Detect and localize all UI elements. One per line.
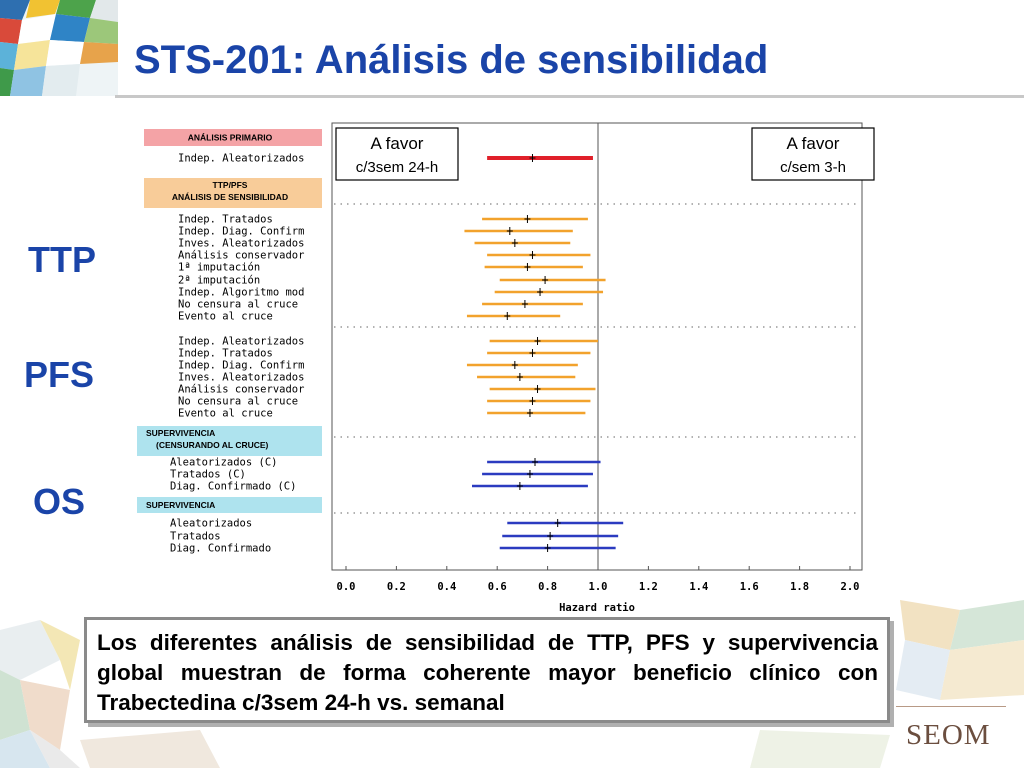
favor-left-line1: A favor xyxy=(371,134,424,153)
section-header-bg-1 xyxy=(144,129,322,146)
favor-left-box xyxy=(335,127,459,181)
conclusion-box: Los diferentes análisis de sensibilidad … xyxy=(84,617,890,723)
row-label: Diag. Confirmado xyxy=(170,543,271,555)
row-label: Análisis conservador xyxy=(178,384,304,396)
x-tick-label: 0.0 xyxy=(337,581,356,593)
row-label: Indep. Diag. Confirm xyxy=(178,226,304,238)
row-label: Indep. Tratados xyxy=(178,348,273,360)
forest-plot: A favor c/3sem 24-h A favor c/sem 3-h ANÁLIS… xyxy=(137,122,875,614)
row-label: Inves. Aleatorizados xyxy=(178,372,304,384)
row-label: Diag. Confirmado (C) xyxy=(170,481,296,493)
side-label-os: OS xyxy=(33,481,86,522)
section-header-bg-2 xyxy=(144,178,322,208)
row-label: Tratados (C) xyxy=(170,469,246,481)
section-header-bg-4 xyxy=(137,497,322,513)
x-axis-label: Hazard ratio xyxy=(559,602,635,614)
row-label: Tratados xyxy=(170,531,221,543)
x-tick-label: 0.4 xyxy=(437,581,456,593)
section-header-text-1-1: ANÁLISIS PRIMARIO xyxy=(188,133,273,143)
x-tick-label: 0.6 xyxy=(488,581,507,593)
x-tick-label: 0.2 xyxy=(387,581,406,593)
favor-right-box xyxy=(751,127,875,181)
x-tick-label: 1.6 xyxy=(740,581,759,593)
x-tick-label: 1.8 xyxy=(790,581,809,593)
row-label: Indep. Aleatorizados xyxy=(178,336,304,348)
side-label-ttp: TTP xyxy=(28,239,96,280)
row-label: 2ª imputación xyxy=(178,275,260,287)
x-tick-label: 1.4 xyxy=(689,581,708,593)
section-header-text-4-1: SUPERVIVENCIA xyxy=(146,500,215,510)
mosaic-decoration-top-left xyxy=(0,0,118,96)
row-label: Indep. Aleatorizados xyxy=(178,153,304,165)
section-header-text-2-1: TTP/PFS xyxy=(213,180,248,190)
section-header-text-3-2: (CENSURANDO AL CRUCE) xyxy=(156,440,269,450)
row-label: Aleatorizados xyxy=(170,518,252,530)
x-tick-label: 1.0 xyxy=(589,581,608,593)
slide-title: STS-201: Análisis de sensibilidad xyxy=(134,38,769,82)
conclusion-text: Los diferentes análisis de sensibilidad … xyxy=(97,630,878,715)
row-label: Indep. Algoritmo mod xyxy=(178,287,304,299)
favor-right-line1: A favor xyxy=(787,134,840,153)
row-label: Indep. Diag. Confirm xyxy=(178,360,304,372)
row-label: 1ª imputación xyxy=(178,262,260,274)
section-header-text-3-1: SUPERVIVENCIA xyxy=(146,428,215,438)
section-header-text-2-2: ANÁLISIS DE SENSIBILIDAD xyxy=(172,192,288,202)
x-tick-label: 1.2 xyxy=(639,581,658,593)
row-label: No censura al cruce xyxy=(178,299,298,311)
row-label: Inves. Aleatorizados xyxy=(178,238,304,250)
row-label: Evento al cruce xyxy=(178,311,273,323)
favor-left-line2: c/3sem 24-h xyxy=(356,159,439,176)
row-label: No censura al cruce xyxy=(178,396,298,408)
mosaic-decoration-bottom xyxy=(0,600,1024,768)
plot-frame xyxy=(331,122,863,571)
row-label: Aleatorizados (C) xyxy=(170,457,277,469)
row-label: Evento al cruce xyxy=(178,408,273,420)
title-underline xyxy=(115,95,1024,98)
x-tick-label: 2.0 xyxy=(841,581,860,593)
favor-right-line2: c/sem 3-h xyxy=(780,159,846,176)
side-label-pfs: PFS xyxy=(24,354,95,395)
logo-rule xyxy=(896,706,1006,707)
row-label: Indep. Tratados xyxy=(178,214,273,226)
x-tick-label: 0.8 xyxy=(538,581,557,593)
row-label: Análisis conservador xyxy=(178,250,304,262)
seom-logo: SEOM xyxy=(906,719,991,751)
section-header-bg-3 xyxy=(137,426,322,456)
